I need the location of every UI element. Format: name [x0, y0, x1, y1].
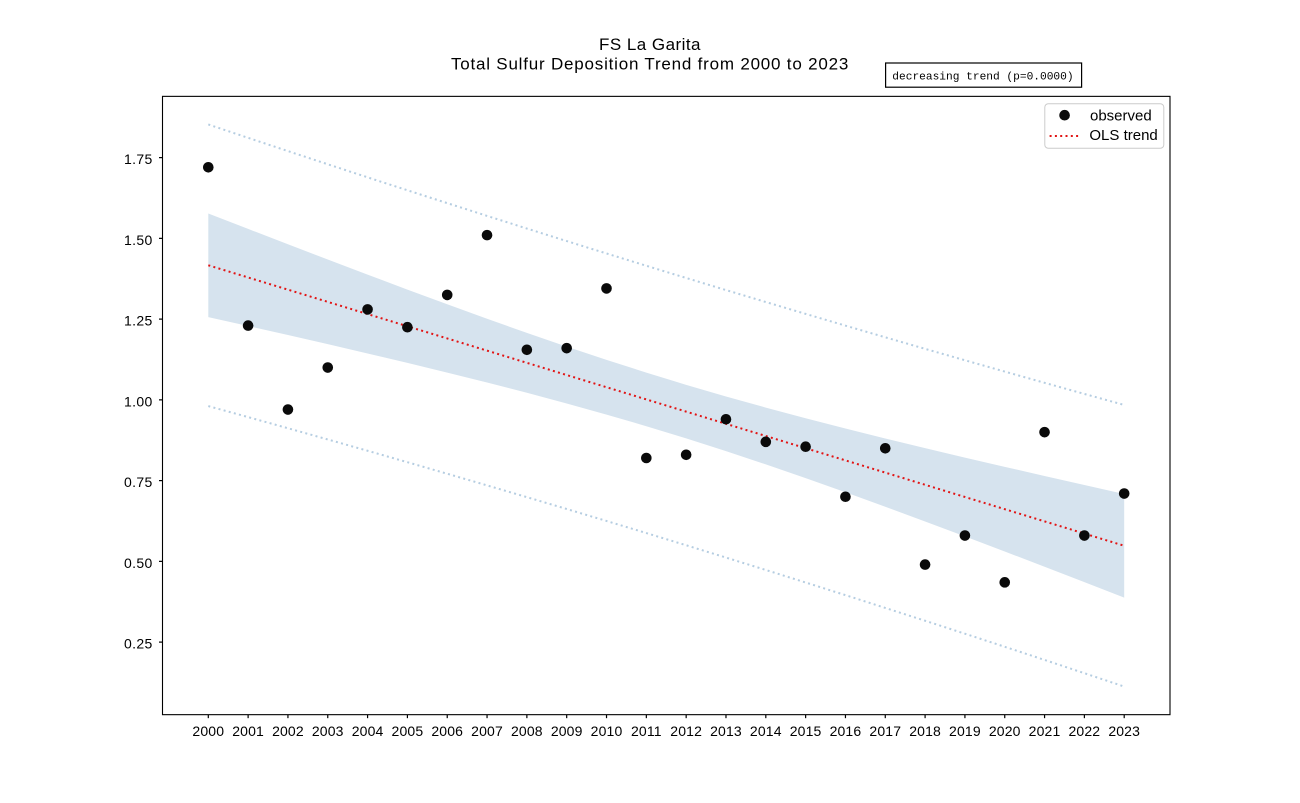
svg-text:2000: 2000: [192, 723, 224, 739]
svg-text:1.25: 1.25: [124, 313, 153, 329]
svg-text:0.50: 0.50: [124, 555, 153, 571]
svg-text:2011: 2011: [631, 723, 662, 739]
svg-text:2014: 2014: [750, 723, 782, 739]
svg-text:2013: 2013: [710, 723, 742, 739]
svg-text:2023: 2023: [1108, 723, 1140, 739]
svg-text:1.75: 1.75: [124, 151, 153, 167]
svg-text:1.50: 1.50: [124, 232, 153, 248]
svg-text:2020: 2020: [989, 723, 1021, 739]
svg-text:FS La Garita: FS La Garita: [599, 35, 701, 54]
svg-text:2005: 2005: [392, 723, 424, 739]
svg-text:2017: 2017: [869, 723, 901, 739]
svg-text:OLS trend: OLS trend: [1089, 127, 1157, 144]
svg-text:2018: 2018: [909, 723, 941, 739]
svg-text:2015: 2015: [790, 723, 822, 739]
svg-text:1.00: 1.00: [124, 393, 153, 409]
svg-text:2019: 2019: [949, 723, 981, 739]
svg-text:2009: 2009: [551, 723, 583, 739]
svg-text:2001: 2001: [232, 723, 264, 739]
svg-text:2022: 2022: [1069, 723, 1101, 739]
svg-text:2003: 2003: [312, 723, 344, 739]
svg-text:2012: 2012: [670, 723, 702, 739]
svg-text:2007: 2007: [471, 723, 503, 739]
svg-text:2002: 2002: [272, 723, 304, 739]
svg-text:2021: 2021: [1029, 723, 1061, 739]
svg-text:0.25: 0.25: [124, 636, 153, 652]
svg-text:2006: 2006: [431, 723, 463, 739]
svg-text:decreasing trend (p=0.0000): decreasing trend (p=0.0000): [892, 72, 1073, 84]
svg-text:2004: 2004: [352, 723, 384, 739]
svg-text:2010: 2010: [591, 723, 623, 739]
svg-text:0.75: 0.75: [124, 474, 153, 490]
svg-text:observed: observed: [1090, 107, 1152, 124]
svg-text:Total Sulfur Deposition Trend: Total Sulfur Deposition Trend from 2000 …: [451, 55, 849, 74]
svg-text:2008: 2008: [511, 723, 543, 739]
svg-text:2016: 2016: [830, 723, 862, 739]
